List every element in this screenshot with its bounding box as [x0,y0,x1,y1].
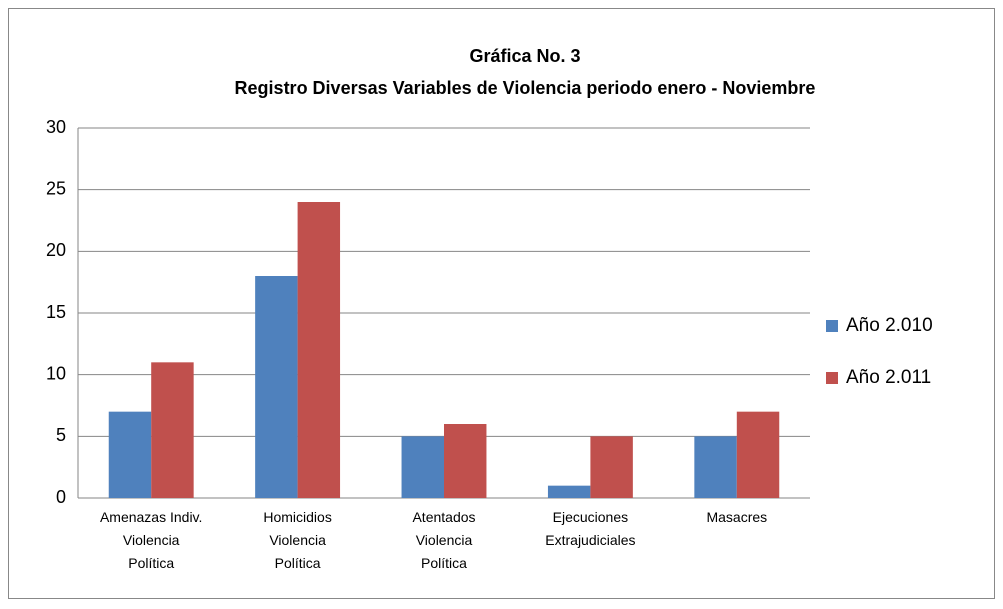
bar [297,202,341,498]
bar [547,485,591,498]
chart-title: Gráfica No. 3 [469,46,580,66]
y-tick-label: 5 [56,425,66,445]
legend-swatch [826,372,838,384]
y-tick-label: 15 [46,302,66,322]
x-tick-label: Amenazas Indiv. Violencia Política [100,509,202,571]
y-tick-label: 20 [46,240,66,260]
legend-label: Año 2.011 [846,367,931,388]
x-tick-label: Masacres [706,509,767,525]
y-tick-label: 25 [46,178,66,198]
chart-subtitle: Registro Diversas Variables de Violencia… [235,78,816,98]
bar [694,436,737,498]
bar [108,411,152,498]
x-tick-label: Ejecuciones Extrajudiciales [545,509,635,548]
legend-label: Año 2.010 [846,315,933,336]
bar [590,436,633,498]
legend-swatch [826,320,838,332]
bar [151,362,194,498]
x-tick-label: Homicidios Violencia Política [263,509,331,571]
bar [401,436,444,498]
y-tick-label: 30 [46,117,66,137]
bar [736,411,780,498]
x-tick-label: Atentados Violencia Política [412,509,475,571]
chart-border [8,8,995,599]
y-tick-label: 10 [46,363,66,383]
bar [444,424,487,498]
y-tick-label: 0 [56,487,66,507]
bar [255,276,298,498]
